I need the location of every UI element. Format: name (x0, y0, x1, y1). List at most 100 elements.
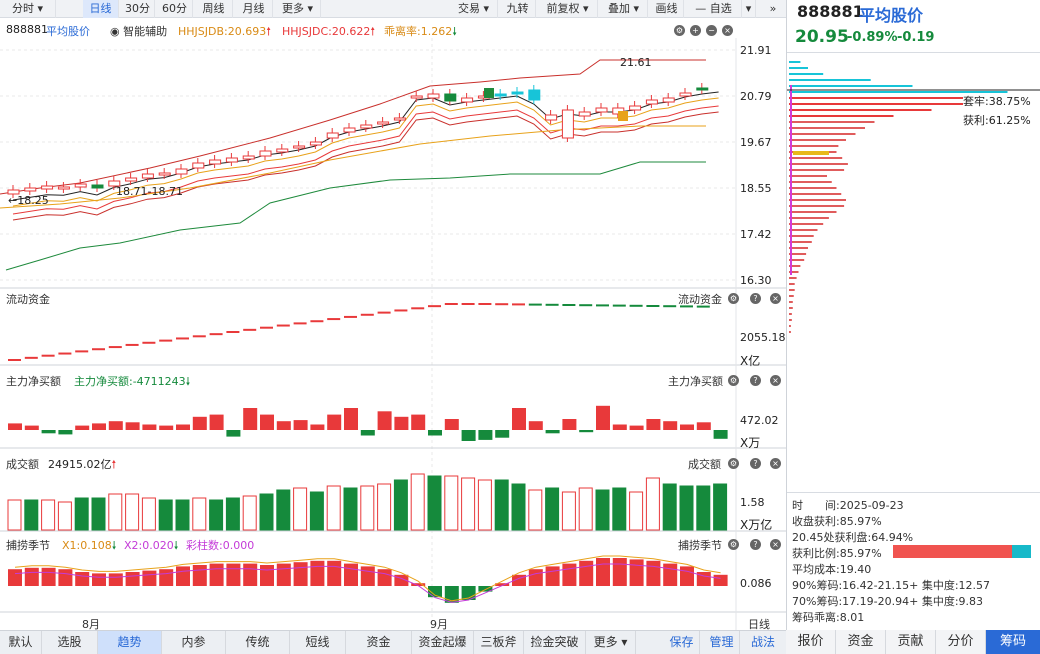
tab-breakout[interactable]: 捡金突破 (524, 631, 586, 654)
help-icon[interactable]: ? (750, 375, 761, 386)
tab-default[interactable]: 默认 (0, 631, 42, 654)
add-icon[interactable]: + (690, 25, 701, 36)
settings-icon[interactable]: ⚙ (728, 293, 739, 304)
volume-bar (309, 491, 324, 531)
tab-fenshi[interactable]: 分时 ▾ (0, 0, 56, 18)
jiuzhuan-button[interactable]: 九转 (500, 0, 536, 18)
tab-30min[interactable]: 30分 (121, 0, 155, 18)
net-bar (478, 430, 493, 440)
tab-capital-burst[interactable]: 资金起爆 (412, 631, 474, 654)
adjust-select[interactable]: 前复权 ▾ (538, 0, 598, 18)
minus-icon[interactable]: − (706, 25, 717, 36)
volume-bar (259, 493, 274, 531)
save-button[interactable]: 保存 (664, 631, 700, 654)
season-axis-value: 0.086 (740, 577, 772, 590)
season-bar (209, 563, 224, 586)
chart-canvas[interactable] (0, 38, 786, 630)
chip-bar (789, 199, 846, 201)
candle-body (662, 97, 675, 103)
volume-bar (578, 487, 593, 531)
volume-bar (561, 491, 576, 531)
net-bar (629, 425, 644, 430)
watchlist-button[interactable]: — 自选 (686, 0, 742, 18)
tab-more[interactable]: 更多 ▾ (586, 631, 636, 654)
volume-bar (74, 497, 89, 531)
season-x1: X1:0.108🠗 (62, 539, 117, 552)
season-bar (428, 586, 442, 598)
strategy-button[interactable]: 战法 (750, 635, 775, 649)
flow-axis-value: 2055.18 (740, 331, 786, 344)
candle-body (293, 145, 306, 149)
volume-bar (125, 493, 140, 531)
help-icon[interactable]: ? (750, 539, 761, 550)
candle-body (242, 155, 255, 160)
tab-weekly[interactable]: 周线 (195, 0, 233, 18)
chip-bar (789, 241, 812, 243)
volume-bar (41, 499, 56, 531)
tab-capital-flow[interactable]: 资金 (836, 630, 886, 654)
vol-panel-reading: 24915.02亿🠕 (48, 458, 117, 471)
candle-body (629, 105, 642, 111)
candle-body (192, 162, 205, 169)
vol-axis-value: 1.58 (740, 496, 765, 509)
tab-60min[interactable]: 60分 (157, 0, 193, 18)
tab-price-dist[interactable]: 分价 (936, 630, 986, 654)
period-toolbar: 分时 ▾ 日线 30分 60分 周线 月线 更多 ▾ 交易 ▾ 九转 前复权 ▾… (0, 0, 786, 18)
tab-monthly[interactable]: 月线 (235, 0, 273, 18)
tab-capital[interactable]: 资金 (346, 631, 412, 654)
overlay-button[interactable]: 叠加 ▾ (600, 0, 648, 18)
collapse-chevron-icon[interactable]: » (769, 2, 777, 15)
candle-body (108, 180, 121, 187)
net-bar (646, 419, 661, 430)
stat-row: 平均成本:19.40 (792, 563, 872, 576)
settings-icon[interactable]: ⚙ (728, 458, 739, 469)
volume-bar (444, 475, 459, 531)
help-icon[interactable]: ? (750, 458, 761, 469)
chip-bar (789, 157, 843, 159)
axis-label: 18.55 (740, 182, 772, 195)
net-panel-reading: 主力净买额:-4711243🠗 (74, 375, 191, 388)
tab-quote[interactable]: 报价 (786, 630, 836, 654)
tab-stock-pick[interactable]: 选股 (42, 631, 98, 654)
chip-bar (789, 331, 791, 333)
candle-body (175, 168, 188, 175)
manage-button[interactable]: 管理 (704, 631, 740, 654)
vol-axis-unit: X万亿 (740, 518, 773, 532)
close-icon[interactable]: × (770, 458, 781, 469)
help-icon[interactable]: ? (750, 293, 761, 304)
tab-traditional[interactable]: 传统 (226, 631, 290, 654)
net-bar (680, 424, 694, 430)
avg-cost-bar (793, 151, 829, 155)
chip-bar (789, 253, 807, 255)
tab-chips[interactable]: 筹码 (986, 630, 1040, 654)
smart-assist-toggle[interactable]: ◉ 智能辅助 (110, 25, 168, 38)
close-icon[interactable]: × (722, 25, 733, 36)
net-bar (512, 408, 526, 430)
close-icon[interactable]: × (770, 293, 781, 304)
chip-bar (789, 193, 842, 195)
tab-daily[interactable]: 日线 (83, 0, 119, 18)
close-icon[interactable]: × (770, 375, 781, 386)
net-bar (696, 422, 711, 430)
settings-icon[interactable]: ⚙ (674, 25, 685, 36)
volume-bar (679, 485, 694, 531)
tab-three-axes[interactable]: 三板斧 (474, 631, 524, 654)
draw-button[interactable]: 画线 (650, 0, 684, 18)
settings-icon[interactable]: ⚙ (728, 539, 739, 550)
volume-bar (595, 489, 610, 531)
trade-button[interactable]: 交易 ▾ (450, 0, 498, 18)
candle-body (645, 99, 658, 105)
tab-trend[interactable]: 趋势 (98, 631, 162, 654)
candle-body (74, 183, 87, 188)
tab-short-term[interactable]: 短线 (290, 631, 346, 654)
volume-bar (175, 499, 190, 531)
chevron-down-icon[interactable]: ▾ (742, 0, 756, 18)
tab-insider[interactable]: 内参 (162, 631, 226, 654)
close-icon[interactable]: × (770, 539, 781, 550)
settings-icon[interactable]: ⚙ (728, 375, 739, 386)
chip-bar (789, 121, 875, 123)
tab-contribution[interactable]: 贡献 (886, 630, 936, 654)
tab-more[interactable]: 更多 ▾ (275, 0, 321, 18)
season-bar (58, 569, 73, 586)
candle-body (595, 107, 608, 113)
